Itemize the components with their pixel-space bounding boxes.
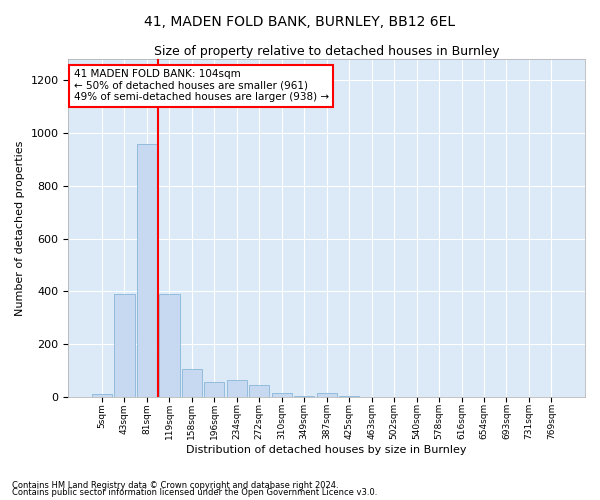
Text: Contains public sector information licensed under the Open Government Licence v3: Contains public sector information licen… [12,488,377,497]
Bar [339,396,359,397]
Bar [204,382,224,397]
Bar [227,380,247,397]
Title: Size of property relative to detached houses in Burnley: Size of property relative to detached ho… [154,45,499,58]
Y-axis label: Number of detached properties: Number of detached properties [15,140,25,316]
Bar [115,294,134,397]
Bar [182,369,202,397]
Bar [249,385,269,397]
Bar [159,294,179,397]
Bar [272,393,292,397]
X-axis label: Distribution of detached houses by size in Burnley: Distribution of detached houses by size … [187,445,467,455]
Bar [137,144,157,397]
Text: Contains HM Land Registry data © Crown copyright and database right 2024.: Contains HM Land Registry data © Crown c… [12,480,338,490]
Bar [92,394,112,397]
Bar [317,393,337,397]
Text: 41, MADEN FOLD BANK, BURNLEY, BB12 6EL: 41, MADEN FOLD BANK, BURNLEY, BB12 6EL [145,15,455,29]
Bar [294,396,314,397]
Text: 41 MADEN FOLD BANK: 104sqm
← 50% of detached houses are smaller (961)
49% of sem: 41 MADEN FOLD BANK: 104sqm ← 50% of deta… [74,70,329,102]
